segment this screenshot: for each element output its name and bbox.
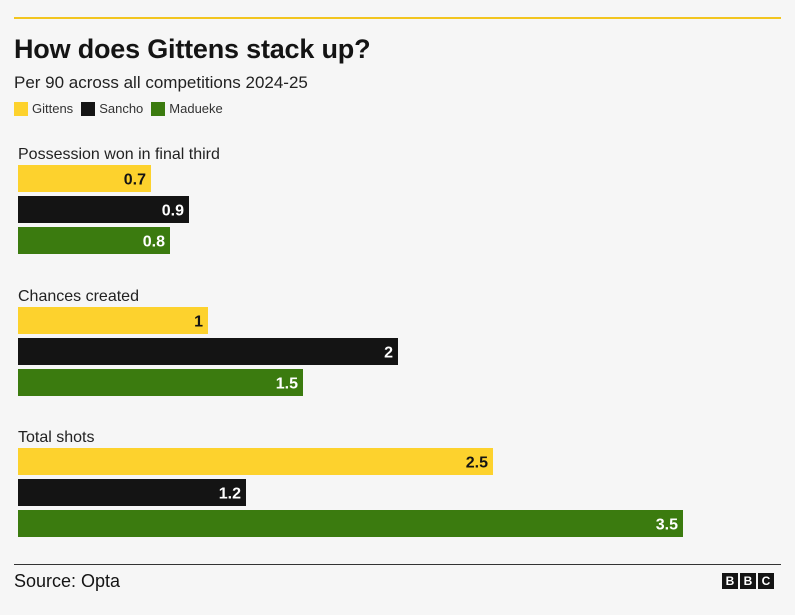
bar-gittens: [18, 307, 208, 334]
legend-item-sancho: Sancho: [81, 101, 143, 116]
bar-gittens: [18, 165, 151, 192]
bar-sancho: [18, 338, 398, 365]
bbc-logo: B B C: [720, 573, 774, 589]
bar-sancho: [18, 196, 189, 223]
category-label: Possession won in final third: [18, 146, 220, 163]
bar-sancho: [18, 479, 246, 506]
logo-letter: B: [722, 573, 738, 589]
chart-title: How does Gittens stack up?: [14, 34, 371, 64]
data-label: 0.8: [143, 234, 165, 251]
category-label: Total shots: [18, 429, 94, 446]
legend-label: Sancho: [99, 101, 144, 116]
data-label: 2.5: [466, 455, 488, 472]
data-label: 3.5: [656, 517, 678, 534]
bar-chart: Possession won in final third 0.7 0.9 0.8 Ch…: [18, 146, 683, 537]
bar-madueke: [18, 510, 683, 537]
data-label: 1.2: [219, 486, 241, 503]
bar-madueke: [18, 227, 170, 254]
bar-gittens: [18, 448, 493, 475]
data-label: 2: [384, 345, 393, 362]
data-label: 1.5: [276, 376, 298, 393]
bar-madueke: [18, 369, 303, 396]
category-label: Chances created: [18, 288, 139, 305]
logo-letter: C: [758, 573, 774, 589]
legend-label: Gittens: [32, 101, 74, 116]
legend-label: Madueke: [169, 101, 223, 116]
data-label: 1: [194, 314, 203, 331]
logo-letter: B: [740, 573, 756, 589]
legend-swatch-gittens: [14, 101, 28, 116]
data-label: 0.9: [162, 203, 184, 220]
legend-item-gittens: Gittens: [14, 101, 73, 116]
legend-item-madueke: Madueke: [151, 101, 223, 116]
legend: Gittens Sancho Madueke: [14, 101, 231, 116]
source-note: Source: Opta: [14, 571, 121, 591]
legend-swatch-sancho: [81, 101, 96, 116]
bottom-rule: [14, 564, 781, 565]
chart-subtitle: Per 90 across all competitions 2024-25: [14, 73, 308, 92]
legend-swatch-madueke: [151, 101, 166, 116]
top-rule: [14, 17, 781, 19]
data-label: 0.7: [124, 172, 146, 189]
